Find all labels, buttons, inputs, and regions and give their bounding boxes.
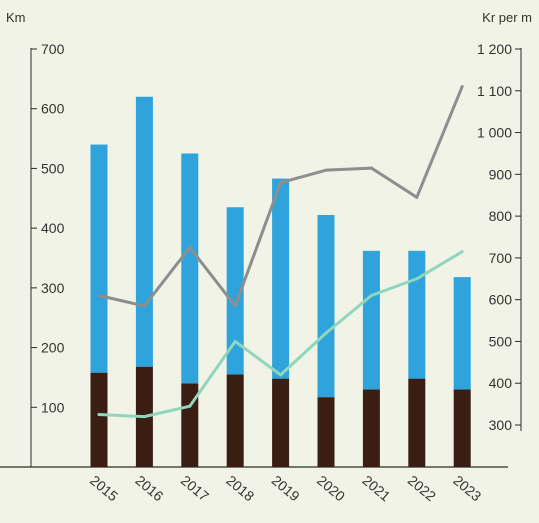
bar-segment-bottom — [181, 383, 199, 467]
bar-segment-bottom — [453, 389, 471, 467]
axes: 100 200 300 400 500 600 700 300 400 500 600 700 800 9… — [0, 41, 522, 468]
line-series — [97, 85, 464, 419]
y-right-tick-label: 900 — [489, 166, 513, 182]
line-point — [97, 413, 101, 416]
bar-segment-bottom — [408, 378, 426, 467]
y-right-tick-label: 1 200 — [477, 41, 512, 57]
line-point — [143, 304, 146, 308]
line-point — [324, 331, 328, 335]
line-point — [324, 168, 328, 172]
y-left-tick-label: 400 — [41, 220, 65, 236]
line-point — [233, 304, 237, 308]
line-point — [188, 246, 192, 249]
y-left-tick-label: 600 — [41, 101, 65, 117]
y-left-tick-label: 200 — [41, 340, 65, 356]
line-point — [188, 404, 192, 408]
y-left-tick-label: 700 — [41, 41, 65, 57]
bar-segment-bottom — [226, 374, 244, 467]
y-left-tick-label: 300 — [41, 280, 65, 296]
bar-segment-top — [362, 250, 380, 390]
bar-segment-top — [181, 153, 199, 384]
line-point — [370, 166, 373, 170]
bar-segment-bottom — [272, 378, 290, 467]
line-point — [279, 373, 282, 377]
y-right-tick-label: 400 — [489, 375, 513, 391]
line-point — [415, 277, 419, 281]
line-point — [460, 85, 464, 88]
y-right-tick-label: 1 100 — [477, 83, 512, 99]
y-left-tick-label: 500 — [41, 160, 65, 176]
line-point — [233, 340, 237, 343]
line-point — [370, 294, 373, 297]
line-point — [415, 195, 419, 199]
y-right-tick-label: 600 — [489, 292, 513, 308]
bar-segment-top — [226, 207, 244, 375]
bar-segment-top — [272, 178, 290, 379]
y-right-tick-label: 300 — [489, 417, 513, 433]
bar-series — [90, 96, 471, 467]
bar-segment-bottom — [90, 372, 108, 467]
bar-segment-top — [408, 250, 426, 379]
bar-segment-bottom — [362, 389, 380, 467]
bar-segment-top — [90, 144, 108, 373]
line-point — [279, 181, 282, 185]
bar-segment-top — [453, 277, 471, 390]
y-left-tick-label: 100 — [41, 399, 65, 415]
y-right-tick-label: 700 — [489, 250, 513, 266]
y-right-tick-label: 800 — [489, 208, 513, 224]
line-point — [460, 250, 464, 254]
bar-segment-bottom — [317, 397, 335, 467]
bar-segment-top — [317, 215, 335, 398]
bar-segment-top — [135, 96, 153, 367]
y-right-tick-label: 500 — [489, 333, 513, 349]
y-left-axis-title: Km — [6, 10, 26, 25]
line-point — [143, 415, 146, 419]
y-right-tick-label: 1 000 — [477, 125, 512, 141]
y-right-axis-title: Kr per m — [482, 10, 532, 25]
line-point — [97, 294, 101, 297]
